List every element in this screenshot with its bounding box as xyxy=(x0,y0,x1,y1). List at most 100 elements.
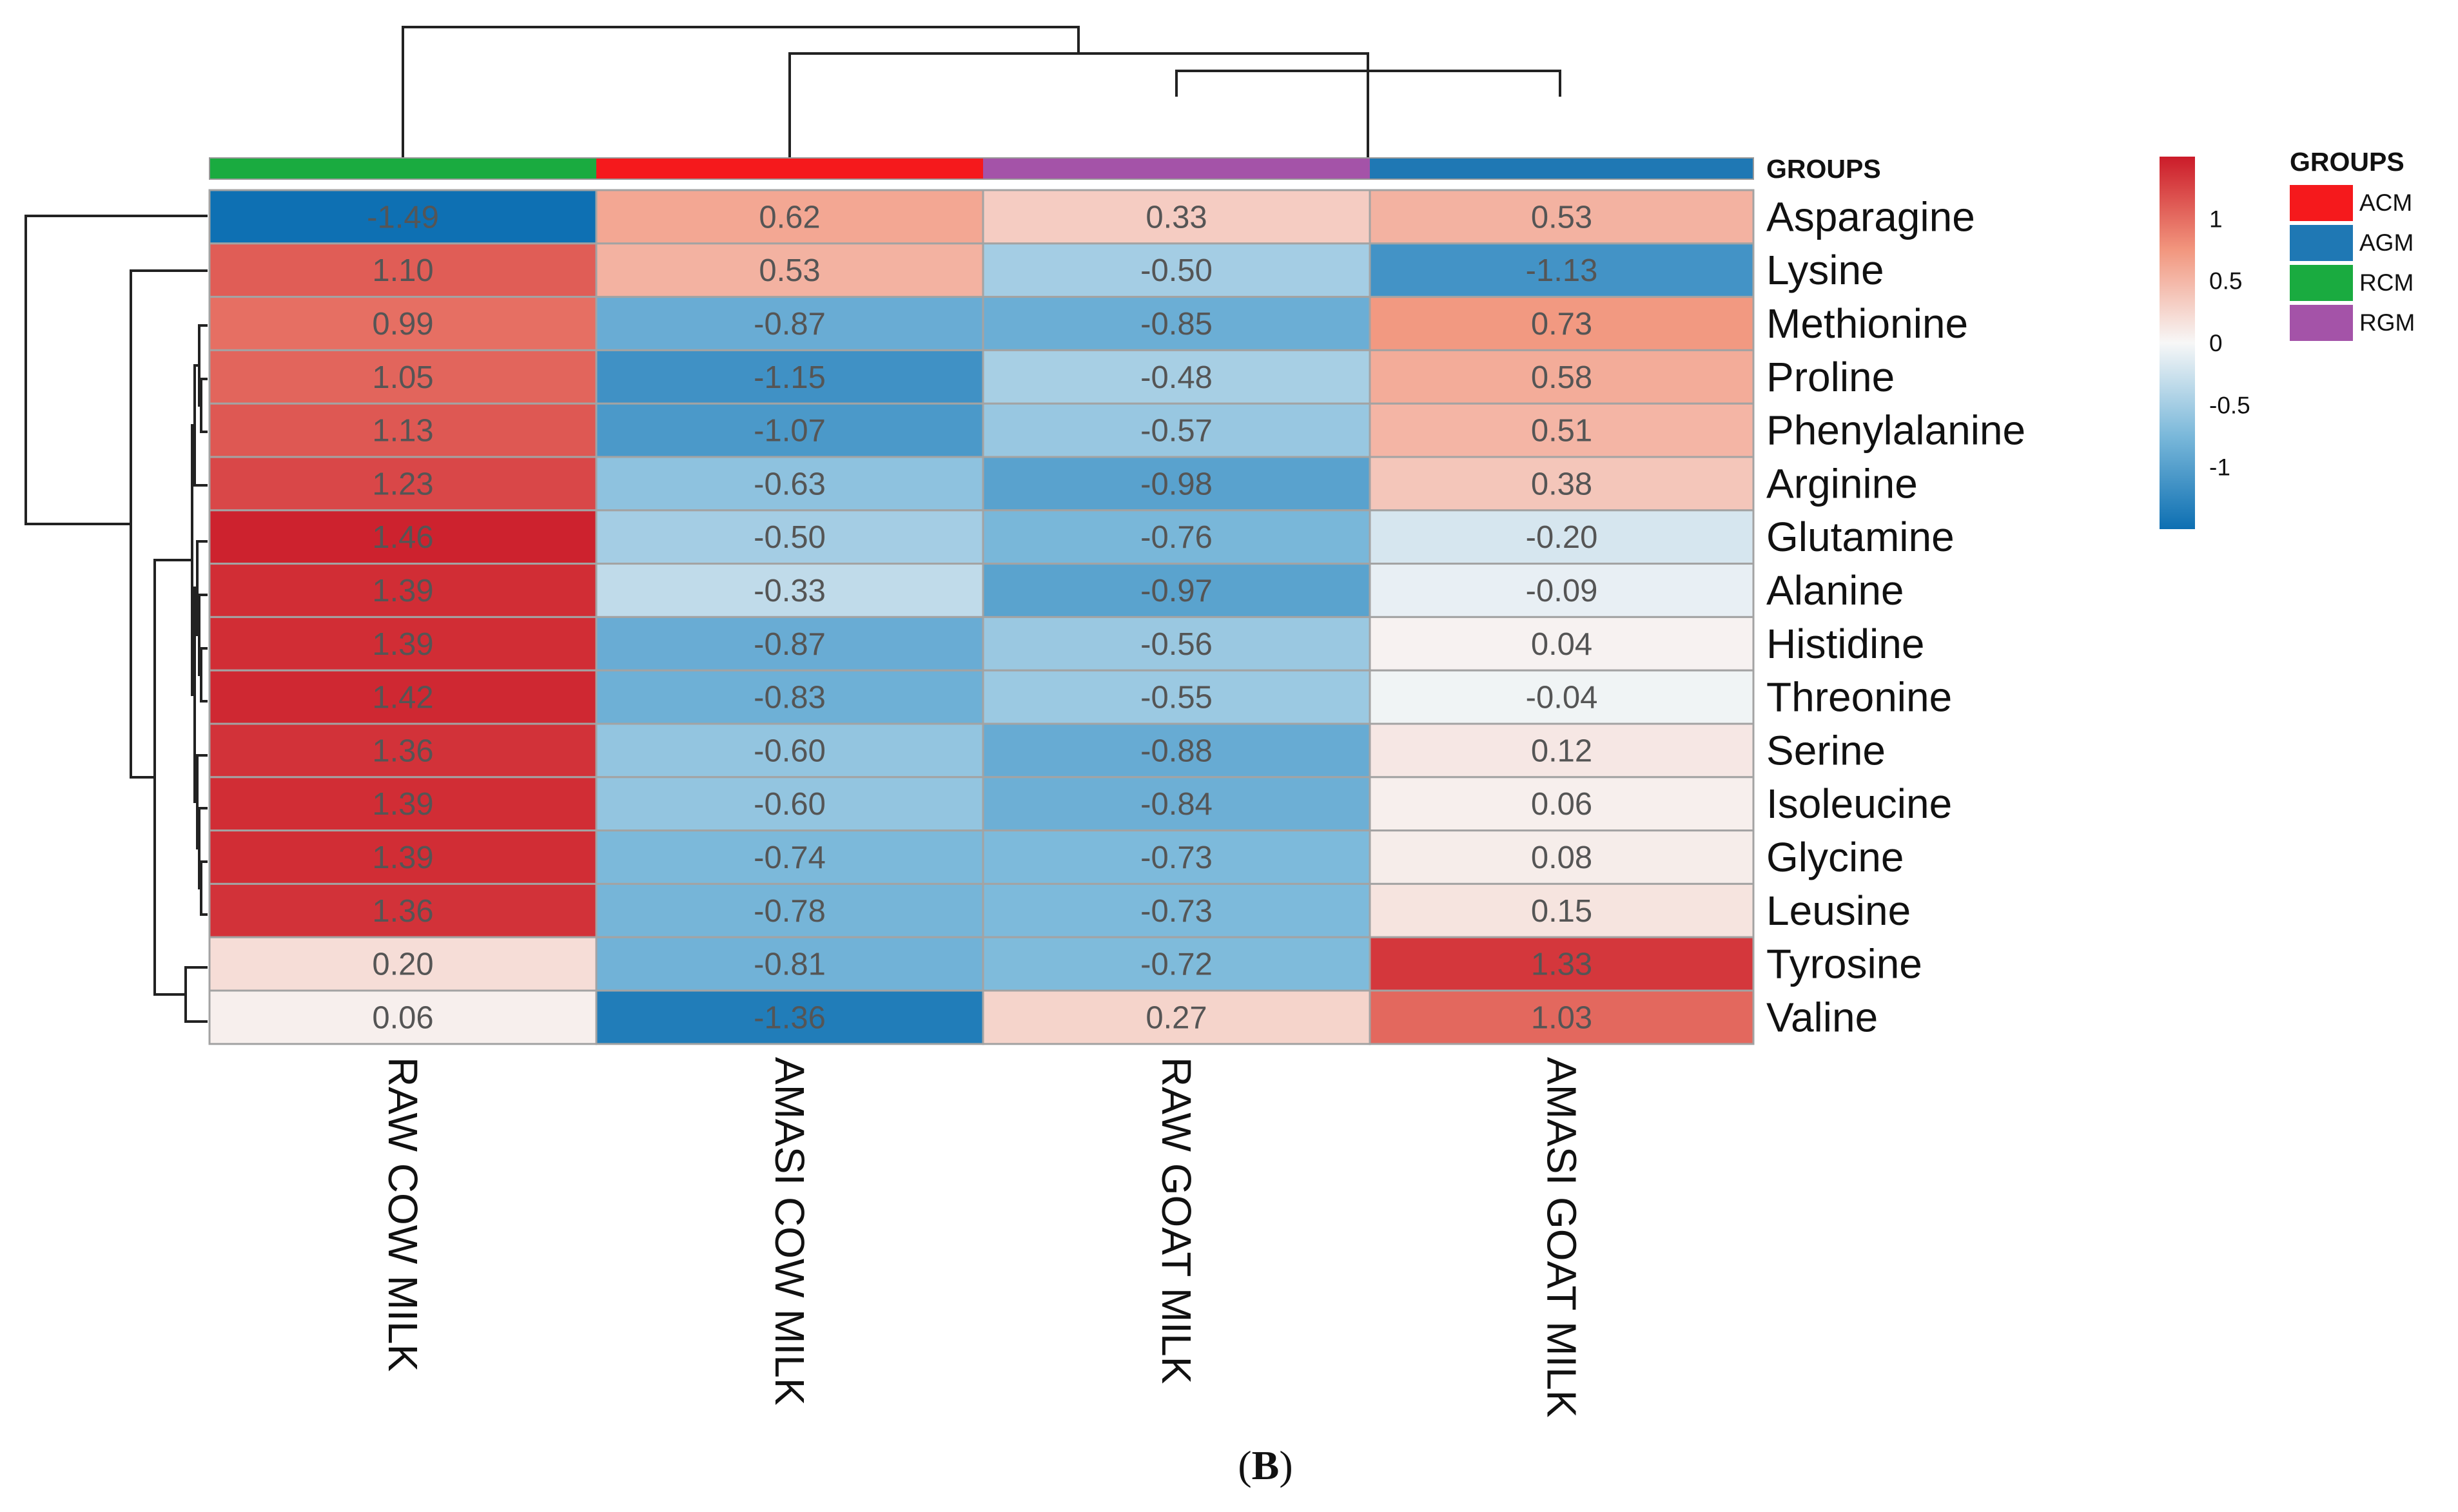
column-dendrogram xyxy=(402,26,1561,158)
column-label: RAW GOAT MILK xyxy=(1153,1057,1200,1384)
cell-value-label: 1.23 xyxy=(372,467,433,501)
heatmap-cell xyxy=(208,296,598,351)
heatmap-cell xyxy=(208,722,598,779)
cell-value-label: -0.76 xyxy=(1140,520,1213,555)
group-bar-rgm xyxy=(983,158,1370,179)
cell-value-label: 0.27 xyxy=(1146,1000,1207,1035)
heatmap-cell xyxy=(982,882,1371,938)
heatmap-cell xyxy=(1369,456,1755,512)
heatmap-cell xyxy=(1369,296,1755,351)
heatmap-cell xyxy=(595,722,984,779)
cell-value-label: -0.84 xyxy=(1140,787,1213,822)
colorbar-ticks: 1 0.5 0 -0.5 -1 xyxy=(2195,206,2250,481)
colorbar-tick-label: 0.5 xyxy=(2209,268,2242,295)
cell-value-label: 0.53 xyxy=(1531,200,1592,235)
cell-value-label: -1.13 xyxy=(1526,253,1598,288)
legend-swatch-agm xyxy=(2290,225,2353,261)
cell-value-label: 1.33 xyxy=(1531,947,1592,982)
heatmap-cell xyxy=(1369,936,1755,992)
heatmap-cell xyxy=(1369,722,1755,779)
cell-value-label: -1.07 xyxy=(754,414,826,449)
cell-value-label: -0.83 xyxy=(754,681,826,715)
heatmap-cell xyxy=(208,563,598,618)
heatmap-cell xyxy=(1369,563,1755,618)
cell-value-label: 0.04 xyxy=(1531,627,1592,662)
heatmap-cell xyxy=(982,349,1371,405)
heatmap-cell xyxy=(982,669,1371,725)
heatmap-cell xyxy=(208,882,598,938)
cell-value-label: -0.73 xyxy=(1140,894,1213,929)
cell-value-label: 0.06 xyxy=(372,1000,433,1035)
cell-value-label: -0.50 xyxy=(1140,253,1213,288)
cell-value-label: 0.06 xyxy=(1531,787,1592,822)
colorbar-gradient xyxy=(2160,157,2195,529)
heatmap-cell xyxy=(982,563,1371,618)
column-label: AMASI COW MILK xyxy=(766,1057,813,1406)
cell-value-label: 0.33 xyxy=(1146,200,1207,235)
colorbar: 1 0.5 0 -0.5 -1 xyxy=(2160,157,2250,529)
cell-value-label: -0.72 xyxy=(1140,947,1213,982)
legend-swatch-rcm xyxy=(2290,265,2353,301)
cell-value-label: 0.73 xyxy=(1531,307,1592,342)
heatmap-cell xyxy=(595,882,984,938)
colorbar-tick-label: -1 xyxy=(2209,454,2230,481)
cell-value-label: 1.36 xyxy=(372,733,433,768)
cell-value-label: -0.88 xyxy=(1140,733,1213,768)
column-label: RAW COW MILK xyxy=(380,1057,426,1371)
row-label: Valine xyxy=(1766,994,1878,1040)
row-labels: Asparagine Lysine Methionine Proline Phenyla… xyxy=(1766,193,2025,1040)
row-label: Histidine xyxy=(1766,621,1924,667)
cell-value-label: -0.60 xyxy=(754,787,826,822)
row-label: Leusine xyxy=(1766,887,1911,934)
cell-value-label: 0.38 xyxy=(1531,467,1592,501)
heatmap-cell xyxy=(1369,882,1755,938)
row-label: Isoleucine xyxy=(1766,780,1952,827)
row-label: Threonine xyxy=(1766,674,1952,721)
heatmap-cell xyxy=(208,989,598,1045)
row-label: Lysine xyxy=(1766,247,1884,293)
heatmap-cell xyxy=(1369,669,1755,725)
legend-swatch-acm xyxy=(2290,185,2353,221)
heatmap-cell xyxy=(595,349,984,405)
column-labels: RAW COW MILK AMASI COW MILK RAW GOAT MILK A… xyxy=(380,1057,1585,1418)
row-label: Arginine xyxy=(1766,460,1918,507)
heatmap-cell xyxy=(982,829,1371,885)
cell-value-label: -0.09 xyxy=(1526,574,1598,608)
cell-value-label: 1.39 xyxy=(372,787,433,822)
cell-value-label: -0.87 xyxy=(754,307,826,342)
cell-value-label: -0.63 xyxy=(754,467,826,501)
heatmap-cell xyxy=(1369,402,1755,458)
heatmap-cell xyxy=(595,989,984,1045)
cell-value-label: -0.55 xyxy=(1140,681,1213,715)
cell-value-label: 0.53 xyxy=(759,253,820,288)
row-label: Glycine xyxy=(1766,834,1904,880)
colorbar-tick-label: -0.5 xyxy=(2209,392,2250,418)
cell-value-label: 1.39 xyxy=(372,574,433,608)
cell-value-label: 1.36 xyxy=(372,894,433,929)
column-label: AMASI GOAT MILK xyxy=(1539,1057,1585,1418)
cell-value-label: 0.51 xyxy=(1531,414,1592,449)
heatmap-cell xyxy=(208,456,598,512)
group-bar-label: GROUPS xyxy=(1766,154,1881,184)
cell-value-label: 1.05 xyxy=(372,360,433,395)
cell-value-label: 1.03 xyxy=(1531,1000,1592,1035)
legend-label-rgm: RGM xyxy=(2359,309,2415,336)
cell-value-label: -0.98 xyxy=(1140,467,1213,501)
row-label: Methionine xyxy=(1766,300,1968,347)
row-label: Tyrosine xyxy=(1766,941,1922,987)
cell-value-label: 0.12 xyxy=(1531,733,1592,768)
heatmap-cells: -1.49 0.62 0.33 0.53 1.10 0.53 -0.50 -1.13 0.99 -… xyxy=(208,189,1755,1045)
heatmap-cell xyxy=(1369,242,1755,298)
heatmap-cell xyxy=(982,242,1371,298)
cell-value-label: -0.56 xyxy=(1140,627,1213,662)
heatmap-cell xyxy=(595,402,984,458)
cell-value-label: 0.62 xyxy=(759,200,820,235)
heatmap-cell xyxy=(595,189,984,245)
cell-value-label: -0.73 xyxy=(1140,840,1213,875)
heatmap-cell xyxy=(982,456,1371,512)
heatmap-cell xyxy=(982,509,1371,565)
group-bar-acm xyxy=(596,158,983,179)
cell-value-label: -0.04 xyxy=(1526,681,1598,715)
row-label: Asparagine xyxy=(1766,193,1975,240)
